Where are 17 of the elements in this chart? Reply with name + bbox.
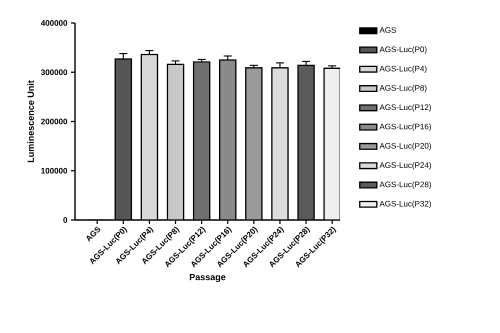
legend-label: AGS-Luc(P28)	[379, 181, 431, 189]
legend-label: AGS-Luc(P16)	[379, 123, 431, 131]
legend-label: AGS-Luc(P4)	[379, 66, 427, 74]
legend-label: AGS-Luc(P12)	[379, 104, 431, 112]
legend-label: AGS-Luc(P0)	[379, 46, 427, 54]
y-tick-label: 100000	[41, 168, 68, 174]
legend-label: AGS-Luc(P20)	[379, 142, 431, 150]
y-tick-label: 0	[63, 217, 68, 223]
x-axis-title: Passage	[190, 274, 226, 282]
y-tick-label: 200000	[41, 118, 68, 124]
legend-label: AGS-Luc(P32)	[379, 200, 431, 208]
legend-label: AGS	[379, 27, 396, 33]
legend-label: AGS-Luc(P24)	[379, 162, 431, 170]
y-tick-label: 300000	[40, 69, 68, 76]
legend-label: AGS-Luc(P8)	[379, 84, 427, 92]
y-axis-title: Luminescence Unit	[27, 80, 34, 162]
y-tick-label: 400000	[40, 20, 68, 26]
